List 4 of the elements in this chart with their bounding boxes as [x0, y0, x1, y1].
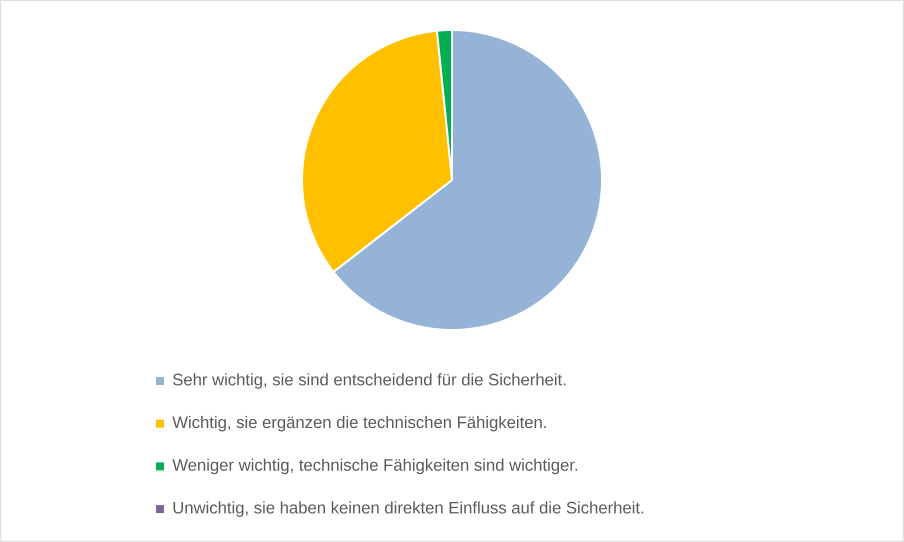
legend-label: Wichtig, sie ergänzen die technischen Fähigkeiten.: [172, 416, 546, 432]
legend-label: Weniger wichtig, technische Fähigkeiten sind wichtiger.: [172, 458, 578, 474]
legend-label: Unwichtig, sie haben keinen direkten Einfluss auf die Sicherheit.: [174, 501, 644, 517]
legend-label: Sehr wichtig, sie sind entscheidend für die Sicherheit.: [173, 373, 566, 389]
